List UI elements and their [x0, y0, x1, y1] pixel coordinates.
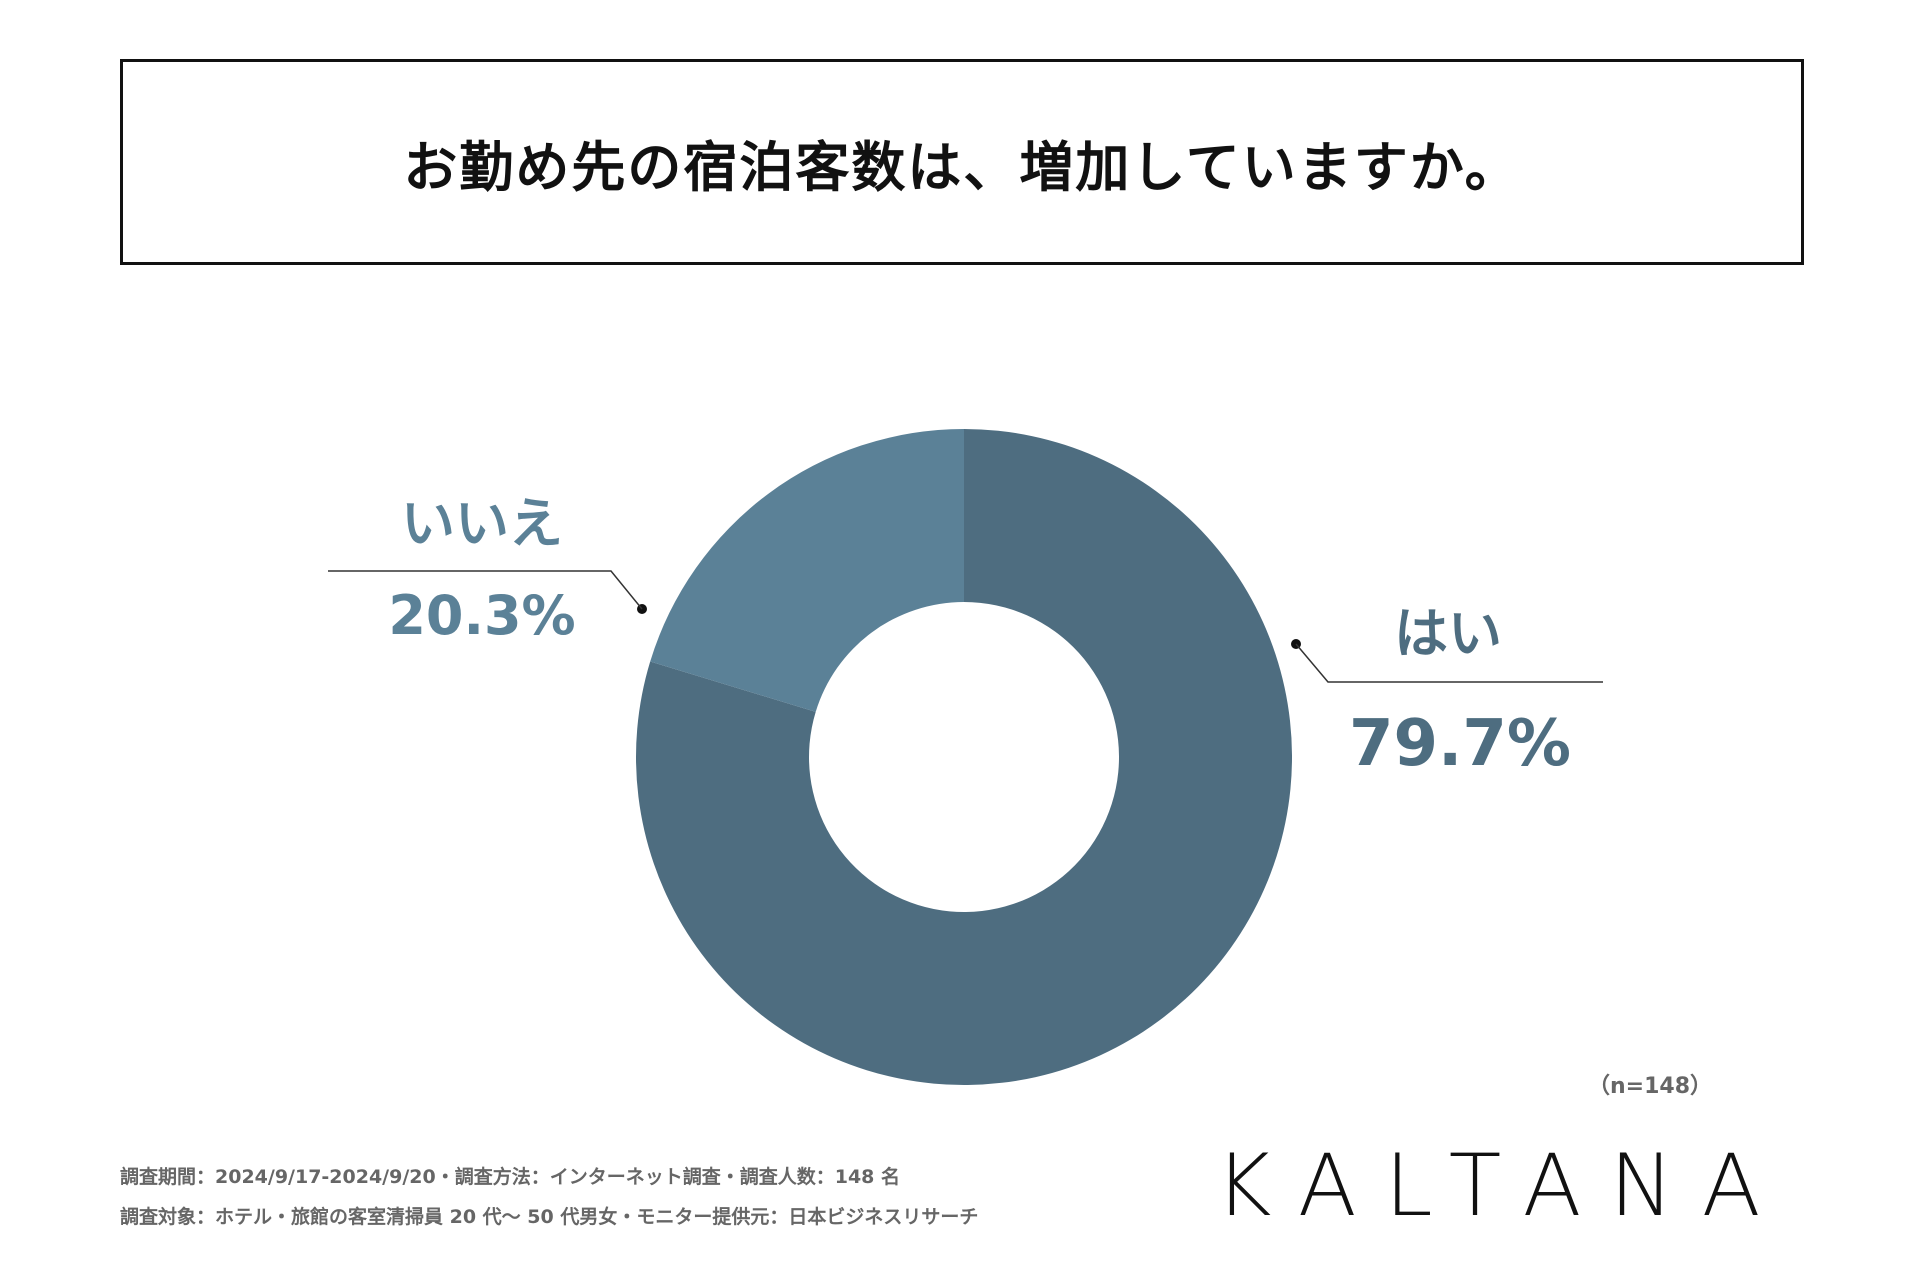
leader-line-no	[328, 570, 643, 610]
donut-slice-no	[650, 429, 964, 712]
category-label-no: いいえ	[401, 492, 563, 555]
sample-size: （n=148）	[1588, 1074, 1713, 1099]
leader-line-yes	[1295, 643, 1603, 683]
kaltana-logo: KALTANA	[1215, 1136, 1789, 1236]
value-label-no: 20.3%	[388, 584, 575, 647]
survey-info-line-2: 調査対象：ホテル・旅館の客室清掃員 20 代〜 50 代男女・モニター提供元：日…	[120, 1206, 979, 1228]
title-box: お勤め先の宿泊客数は、増加していますか。	[120, 59, 1804, 265]
chart-title: お勤め先の宿泊客数は、増加していますか。	[403, 135, 1521, 199]
value-label-yes: 79.7%	[1349, 707, 1571, 781]
survey-info-line-1: 調査期間：2024/9/17-2024/9/20・調査方法：インターネット調査・…	[120, 1166, 901, 1188]
donut-slice-yes	[635, 429, 1292, 1085]
category-label-yes: はい	[1394, 602, 1502, 665]
